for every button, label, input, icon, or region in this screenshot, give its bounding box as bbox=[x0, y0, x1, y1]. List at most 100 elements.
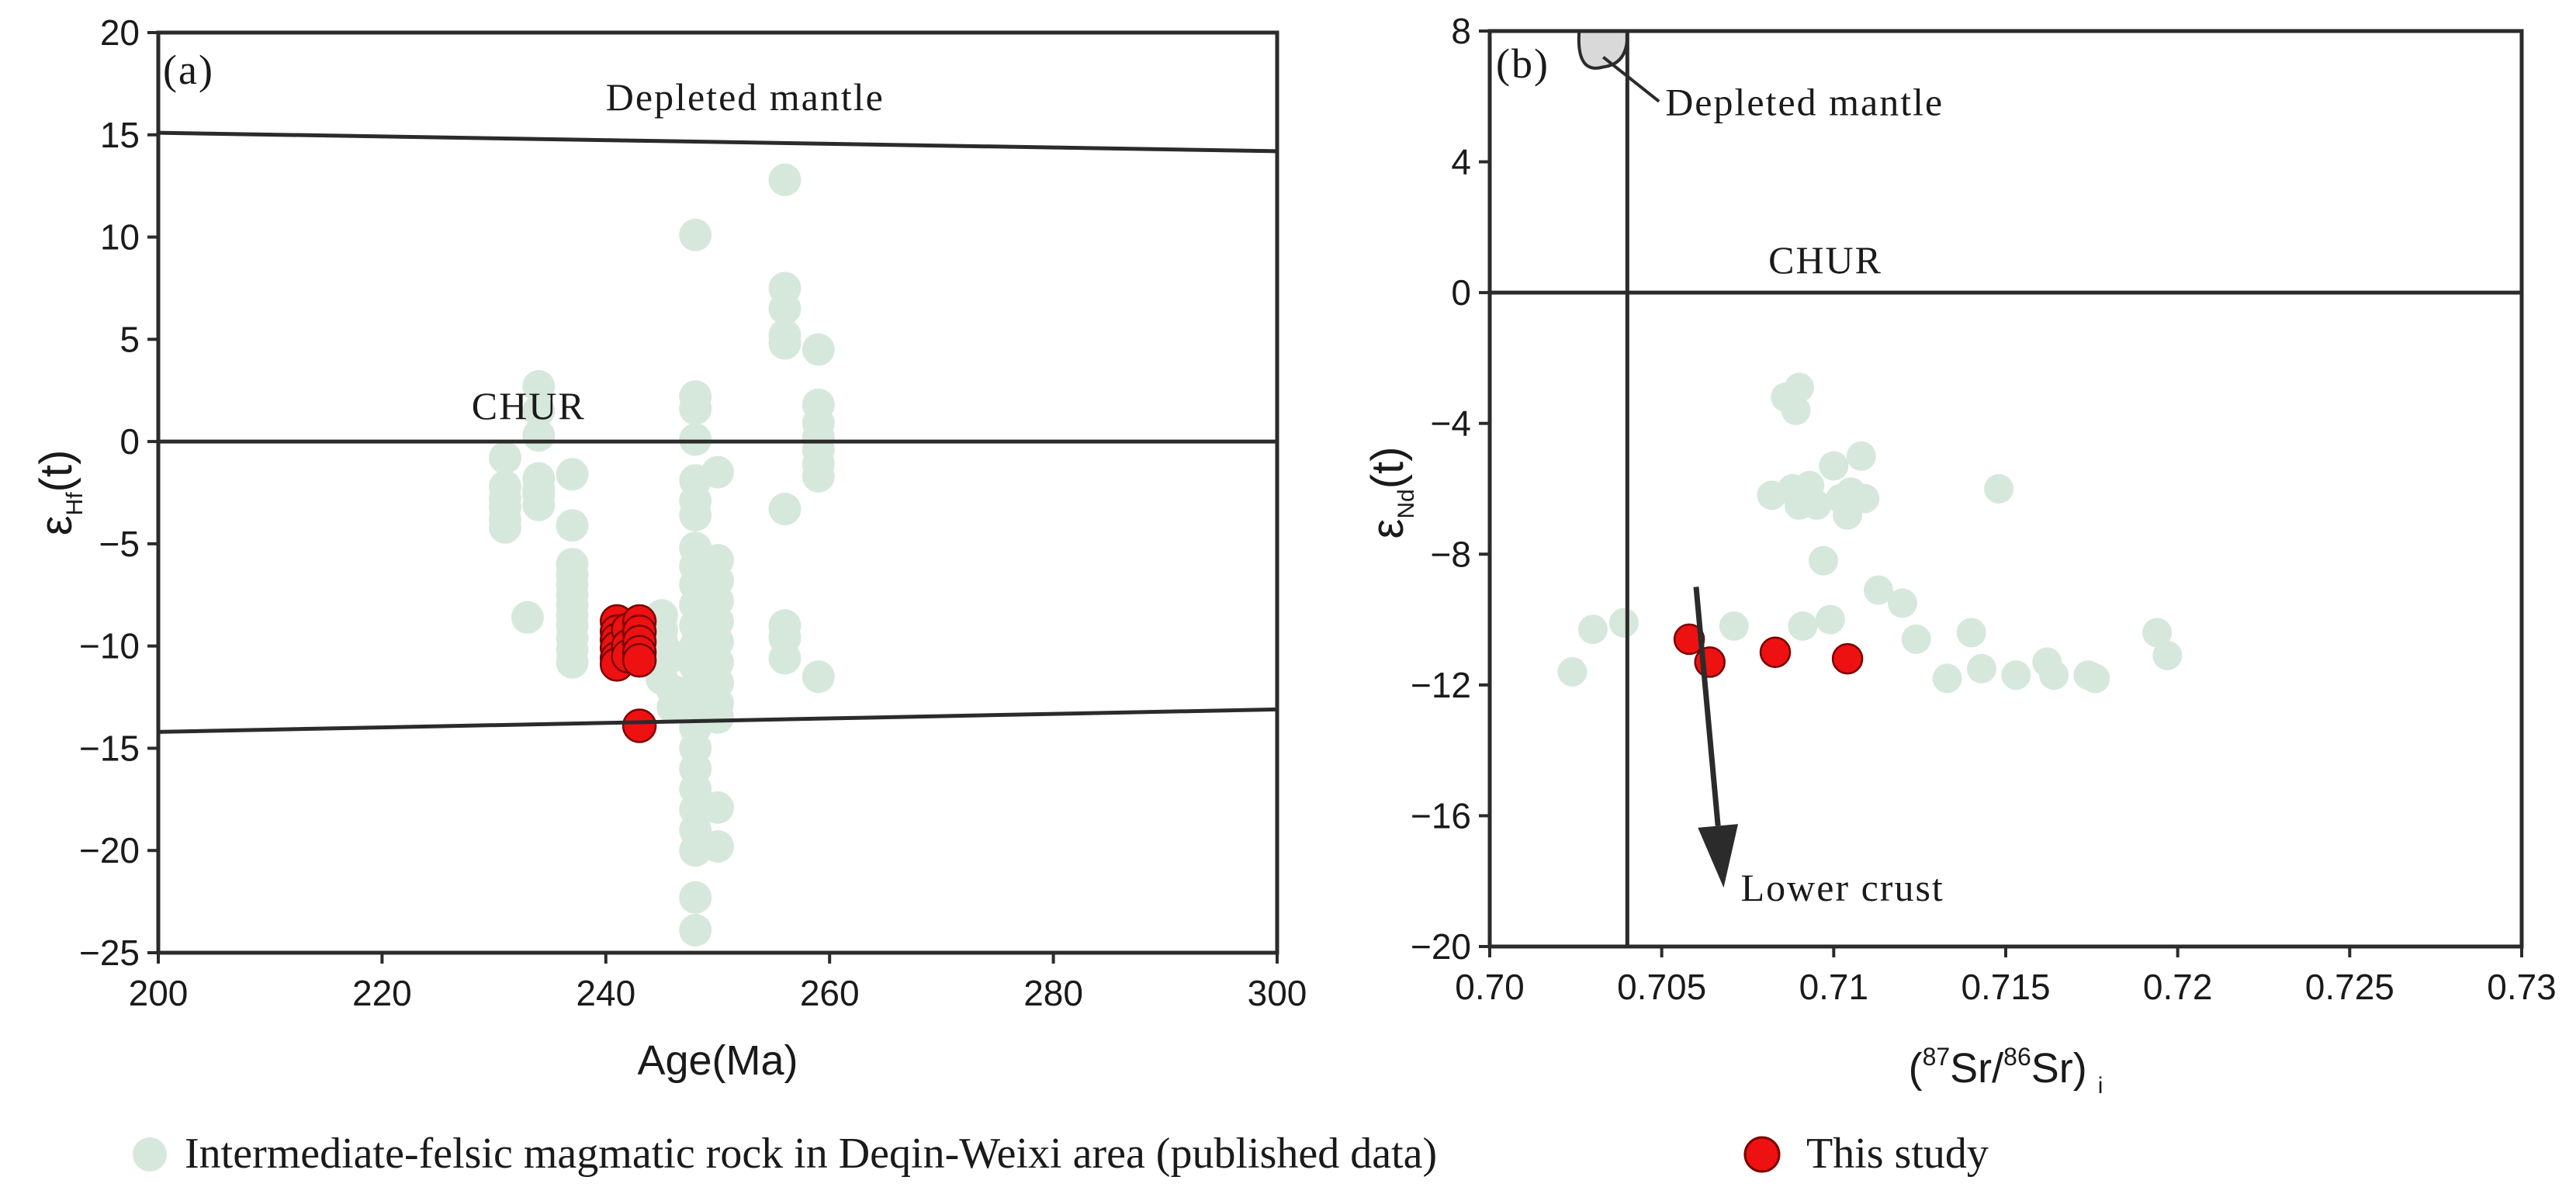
legend: Intermediate-felsic magmatic rock in Deq… bbox=[133, 1130, 1989, 1178]
panel-b-x-axis-sub: i bbox=[2098, 1073, 2103, 1099]
published-data-point bbox=[1967, 653, 1996, 684]
this-study-point bbox=[1759, 636, 1792, 668]
published-data-point bbox=[679, 392, 712, 425]
x-tick-label: 0.71 bbox=[1799, 967, 1869, 1007]
published-data-point bbox=[522, 370, 556, 403]
published-data-point bbox=[556, 645, 589, 679]
x-tick-label: 0.725 bbox=[2305, 967, 2394, 1007]
published-data-point bbox=[1901, 624, 1931, 654]
published-data-point bbox=[1557, 657, 1587, 687]
panel-a-chur-label: CHUR bbox=[472, 384, 586, 427]
y-tick-label: −10 bbox=[79, 626, 140, 666]
published-data-point bbox=[1846, 441, 1876, 471]
published-data-point bbox=[679, 499, 712, 531]
y-tick-label: −20 bbox=[1411, 926, 1471, 967]
panel-b-y-axis-tail: (t) bbox=[1362, 447, 1413, 490]
arrow-head bbox=[1698, 824, 1739, 888]
published-data-point bbox=[1984, 474, 2014, 504]
y-tick-label: −4 bbox=[1431, 403, 1471, 444]
y-tick-label: 10 bbox=[100, 217, 140, 258]
published-data-point bbox=[701, 830, 734, 863]
published-data-point bbox=[1932, 663, 1962, 694]
legend-published-marker bbox=[133, 1137, 167, 1172]
panel-b-ticks: 0.70 0.705 0.71 0.715 0.72 0.725 0.73 −20 −16 −12… bbox=[1411, 11, 2557, 1007]
published-data-point bbox=[701, 791, 734, 824]
panel-a-y-axis-subscript: Hf bbox=[62, 492, 88, 516]
published-data-point bbox=[1781, 395, 1811, 425]
published-data-point bbox=[1850, 483, 1880, 514]
panel-b-lower-crust-label: Lower crust bbox=[1741, 866, 1944, 909]
x-tick-label: 0.70 bbox=[1455, 967, 1525, 1007]
panel-b-reference-lines bbox=[1490, 31, 2522, 947]
y-tick-label: 0 bbox=[119, 421, 140, 462]
published-data-point bbox=[556, 509, 589, 542]
x-tick-label: 200 bbox=[129, 973, 189, 1013]
published-data-point bbox=[768, 292, 802, 325]
panel-b-x-axis-open: ( bbox=[1909, 1045, 1923, 1092]
y-tick-label: −8 bbox=[1431, 534, 1471, 574]
published-data-point bbox=[2001, 660, 2031, 690]
panel-b-lower-crust-arrow bbox=[1693, 587, 1739, 888]
y-tick-label: 15 bbox=[100, 115, 140, 155]
panel-b-x-axis-sr1: Sr/ bbox=[1950, 1045, 2003, 1092]
x-tick-label: 0.72 bbox=[2143, 967, 2213, 1007]
published-data-point bbox=[1819, 451, 1849, 481]
this-study-point bbox=[1673, 623, 1705, 656]
panel-a-tag: (a) bbox=[163, 47, 214, 93]
published-data-point bbox=[802, 333, 835, 366]
published-data-point bbox=[2039, 660, 2069, 690]
published-data-point bbox=[1802, 490, 1832, 521]
this-study-point bbox=[621, 642, 657, 678]
published-data-point bbox=[768, 163, 802, 196]
x-tick-label: 0.715 bbox=[1961, 967, 2050, 1007]
arrow-shaft bbox=[1693, 587, 1721, 826]
panel-b-y-axis-epsilon: ε bbox=[1362, 519, 1413, 539]
y-tick-label: 4 bbox=[1451, 142, 1471, 182]
panel-b-x-axis-sup1: 87 bbox=[1923, 1043, 1951, 1071]
published-data-point bbox=[768, 493, 802, 526]
published-data-point bbox=[1809, 545, 1838, 576]
published-data-point bbox=[489, 511, 521, 544]
y-tick-label: −20 bbox=[79, 830, 140, 870]
y-tick-label: −16 bbox=[1411, 795, 1471, 836]
published-data-point bbox=[656, 690, 690, 724]
published-data-point bbox=[768, 642, 802, 675]
published-data-point bbox=[1788, 611, 1818, 641]
published-data-point bbox=[701, 455, 734, 489]
x-tick-label: 220 bbox=[352, 973, 412, 1013]
panel-b-y-axis-label: εNd(t) bbox=[1362, 447, 1419, 539]
y-tick-label: −25 bbox=[79, 933, 140, 973]
panel-a-ticks: 200 220 240 260 280 300 −25 −20 −15 −10 −5 0 5 10 15 20 bbox=[79, 12, 1307, 1013]
y-tick-label: 8 bbox=[1451, 11, 1471, 51]
x-tick-label: 300 bbox=[1248, 973, 1307, 1013]
panel-a-hf-vs-age: 200 220 240 260 280 300−25−20−15−10−505101520… bbox=[31, 12, 1307, 1084]
published-data-point bbox=[2152, 640, 2183, 670]
published-data-point bbox=[522, 419, 556, 452]
panel-b-nd-vs-sr: 0.70 0.705 0.71 0.715 0.72 0.725 0.73 −20 −16 −12… bbox=[1362, 11, 2557, 1099]
y-tick-label: −15 bbox=[79, 728, 140, 768]
x-tick-label: 280 bbox=[1023, 973, 1083, 1013]
published-data-point bbox=[802, 660, 835, 694]
x-tick-label: 0.705 bbox=[1617, 967, 1706, 1007]
panel-b-depleted-mantle-label: Depleted mantle bbox=[1665, 81, 1944, 124]
published-data-point bbox=[768, 327, 802, 360]
panel-a-y-axis-epsilon: ε bbox=[31, 515, 81, 535]
published-data-point bbox=[1578, 614, 1608, 645]
panel-a-y-axis-label: εHf(t) bbox=[31, 450, 88, 536]
published-data-point bbox=[1864, 575, 1893, 605]
panel-a-frame bbox=[156, 30, 1279, 955]
published-data-point bbox=[1888, 588, 1917, 618]
panel-b-tag: (b) bbox=[1496, 40, 1549, 87]
published-data-point bbox=[701, 701, 734, 734]
y-tick-label: −12 bbox=[1411, 665, 1471, 705]
this-study-point bbox=[1831, 642, 1864, 675]
y-tick-label: 0 bbox=[1451, 272, 1471, 313]
published-data-point bbox=[1785, 372, 1814, 403]
this-study-point bbox=[621, 708, 657, 743]
published-data-point bbox=[679, 914, 712, 947]
published-data-point bbox=[1719, 611, 1749, 641]
published-data-point bbox=[522, 394, 556, 427]
published-data-point bbox=[2080, 663, 2110, 694]
published-data-point bbox=[511, 600, 544, 634]
